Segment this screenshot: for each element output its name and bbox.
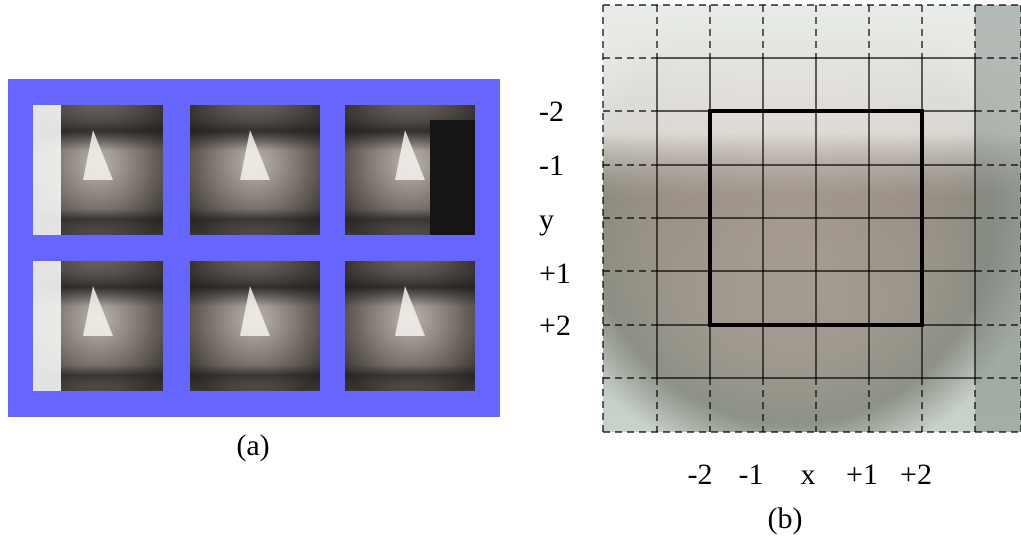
row-label: -1 bbox=[539, 149, 564, 182]
row-label: y bbox=[539, 203, 554, 236]
column-label: -2 bbox=[688, 458, 713, 491]
face-background bbox=[33, 105, 61, 235]
caption-a: (a) bbox=[236, 429, 269, 462]
face-hair bbox=[430, 120, 475, 235]
column-label: +2 bbox=[900, 458, 932, 491]
figure: (a) -2 -1 y +1 +2 -2 -1 x +1 +2 (b) bbox=[0, 0, 1021, 537]
face-background bbox=[33, 261, 61, 391]
row-label: -2 bbox=[539, 95, 564, 128]
row-label: +1 bbox=[539, 257, 571, 290]
row-label: +2 bbox=[539, 309, 571, 342]
column-label: -1 bbox=[739, 458, 764, 491]
column-label: +1 bbox=[846, 458, 878, 491]
column-label: x bbox=[801, 458, 816, 491]
caption-b: (b) bbox=[768, 502, 803, 535]
